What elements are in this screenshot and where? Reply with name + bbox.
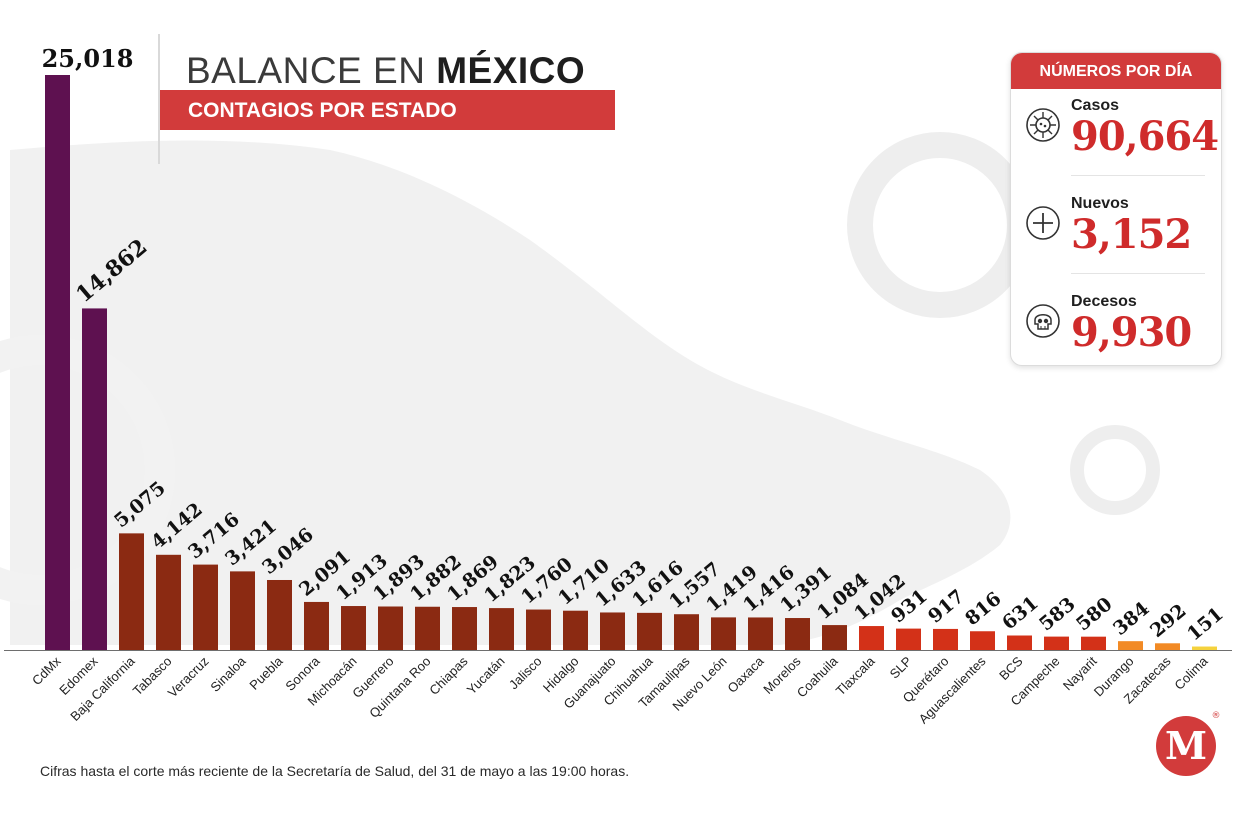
stat-value: 90,664 <box>1071 113 1219 160</box>
bar-value-label: 292 <box>1146 600 1191 642</box>
bar-28 <box>1081 636 1106 650</box>
virus-icon <box>1026 108 1060 142</box>
panel-title: NÚMEROS POR DÍA <box>1039 63 1193 80</box>
x-tick-label: Baja California <box>67 653 138 724</box>
bar-15 <box>600 612 625 650</box>
stat-divider <box>1071 273 1205 274</box>
bar-12 <box>489 608 514 650</box>
bar-31 <box>1192 646 1217 650</box>
bar-5 <box>230 571 255 650</box>
bar-10 <box>415 606 440 650</box>
bar-16 <box>637 612 662 650</box>
stat-label: Nuevos <box>1071 195 1129 212</box>
bar-30 <box>1155 643 1180 650</box>
bar-14 <box>563 610 588 650</box>
x-tick-label: Chiapas <box>426 653 471 698</box>
bar-6 <box>267 579 292 650</box>
x-tick-label: Sinaloa <box>207 653 249 695</box>
x-tick-label: Coahuila <box>794 653 841 700</box>
x-tick-label: Puebla <box>246 653 286 693</box>
bar-1 <box>82 308 107 650</box>
bar-value-label: 25,018 <box>42 44 134 73</box>
bar-18 <box>711 617 736 650</box>
x-tick-label: Jalisco <box>506 654 545 693</box>
bar-8 <box>341 606 366 650</box>
chart-subtitle: CONTAGIOS POR ESTADO <box>188 99 457 122</box>
logo-letter: M <box>1165 723 1207 768</box>
bar-17 <box>674 614 699 650</box>
bar-29 <box>1118 641 1143 650</box>
x-tick-label: BCS <box>996 653 1026 683</box>
panel-header <box>1011 53 1221 89</box>
stat-nuevos: Nuevos 3,152 <box>1011 195 1221 293</box>
bar-value-label: 384 <box>1109 598 1154 640</box>
bar-value-label: 631 <box>998 592 1043 634</box>
bar-11 <box>452 607 477 650</box>
x-tick-label: Colima <box>1171 653 1211 693</box>
bar-9 <box>378 606 403 650</box>
bar-3 <box>156 554 181 650</box>
bar-13 <box>526 609 551 650</box>
bar-27 <box>1044 636 1069 650</box>
source-footnote: Cifras hasta el corte más reciente de la… <box>40 763 630 779</box>
x-tick-label: Yucatán <box>464 654 508 698</box>
bar-value-label: 816 <box>961 588 1006 630</box>
bar-2 <box>119 533 144 650</box>
x-tick-label: CdMx <box>29 653 64 688</box>
stat-divider <box>1071 175 1205 176</box>
bar-26 <box>1007 635 1032 650</box>
skull-icon <box>1026 304 1060 338</box>
stat-casos: Casos 90,664 <box>1011 97 1221 195</box>
stat-label: Casos <box>1071 97 1120 114</box>
bar-7 <box>304 601 329 650</box>
x-tick-label: SLP <box>887 654 915 682</box>
virus-decoration-small <box>1070 425 1160 515</box>
bar-24 <box>933 628 958 650</box>
bar-20 <box>785 618 810 650</box>
bar-4 <box>193 564 218 650</box>
bar-value-label: 14,862 <box>71 234 152 308</box>
bar-19 <box>748 617 773 650</box>
bar-value-label: 917 <box>924 585 969 627</box>
bar-value-label: 151 <box>1183 603 1228 645</box>
x-tick-label: Aguascalientes <box>916 653 989 726</box>
bar-value-label: 583 <box>1035 593 1080 635</box>
x-tick-label: Veracruz <box>165 654 212 701</box>
x-tick-label: Tlaxcala <box>833 653 878 698</box>
stat-label: Decesos <box>1071 293 1137 310</box>
title-divider <box>158 34 160 164</box>
subtitle-banner <box>160 90 615 130</box>
bar-25 <box>970 631 995 650</box>
bar-value-label: 580 <box>1072 593 1117 635</box>
stat-value: 9,930 <box>1071 309 1192 356</box>
bar-0 <box>45 75 70 650</box>
bar-22 <box>859 626 884 650</box>
x-tick-label: Oaxaca <box>724 653 767 696</box>
mexico-map-silhouette <box>10 140 1011 645</box>
milenio-logo: M ® <box>1156 711 1221 776</box>
page-title: BALANCE EN MÉXICO <box>186 50 586 91</box>
bar-21 <box>822 625 847 650</box>
bar-23 <box>896 628 921 650</box>
stat-value: 3,152 <box>1071 211 1192 258</box>
virus-decoration-left <box>0 335 175 605</box>
logo-registered-mark: ® <box>1212 711 1221 721</box>
bar-value-label: 5,075 <box>110 477 170 532</box>
stat-decesos: Decesos 9,930 <box>1011 293 1221 365</box>
plus-circle-icon <box>1026 206 1060 240</box>
daily-numbers-panel: NÚMEROS POR DÍA Casos 90,664 Nuevos 3,15… <box>1010 52 1222 366</box>
